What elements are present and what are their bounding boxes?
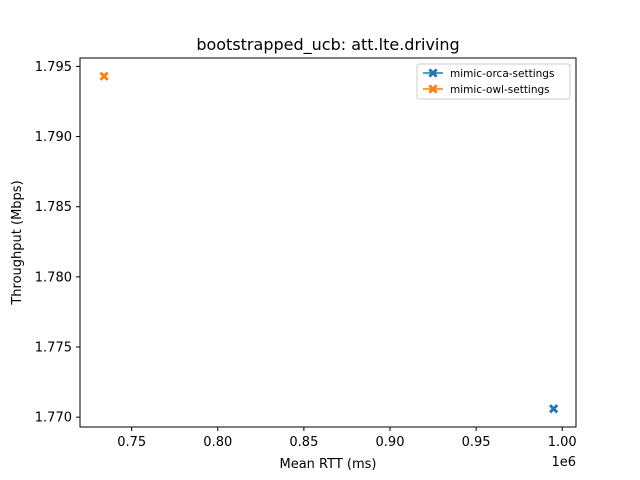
x-tick-label: 0.75 xyxy=(117,435,146,450)
y-tick-label: 1.790 xyxy=(35,130,72,145)
x-axis-offset-text: 1e6 xyxy=(551,455,576,470)
data-point-mimic-owl-settings xyxy=(99,71,109,81)
x-tick-label: 1.00 xyxy=(548,435,577,450)
data-point-mimic-orca-settings xyxy=(548,404,559,414)
x-axis-label: Mean RTT (ms) xyxy=(279,457,376,472)
x-tick-label: 0.85 xyxy=(289,435,318,450)
x-tick-label: 0.90 xyxy=(376,435,405,450)
legend-marker xyxy=(428,68,438,78)
legend-box xyxy=(416,63,571,100)
legend-label: mimic-owl-settings xyxy=(450,84,550,96)
y-tick-label: 1.780 xyxy=(35,270,72,285)
y-axis: 1.770 1.775 1.780 1.785 1.790 1.795 xyxy=(35,60,80,426)
y-tick-label: 1.770 xyxy=(35,411,72,426)
x-tick-label: 0.95 xyxy=(462,435,491,450)
plot-frame xyxy=(79,57,577,428)
x-tick-label: 0.80 xyxy=(203,435,232,450)
legend-marker xyxy=(428,84,438,94)
plot-area xyxy=(99,71,559,414)
y-axis-label: Throughput (Mbps) xyxy=(10,180,25,305)
y-tick-label: 1.795 xyxy=(35,60,72,75)
y-tick-label: 1.785 xyxy=(35,200,72,215)
y-tick-label: 1.775 xyxy=(35,341,72,356)
x-axis: 0.75 0.80 0.85 0.90 0.95 1.00 xyxy=(117,427,577,450)
legend: mimic-orca-settings mimic-owl-settings xyxy=(416,63,571,100)
legend-label: mimic-orca-settings xyxy=(450,68,554,80)
chart-title: bootstrapped_ucb: att.lte.driving xyxy=(196,35,459,55)
